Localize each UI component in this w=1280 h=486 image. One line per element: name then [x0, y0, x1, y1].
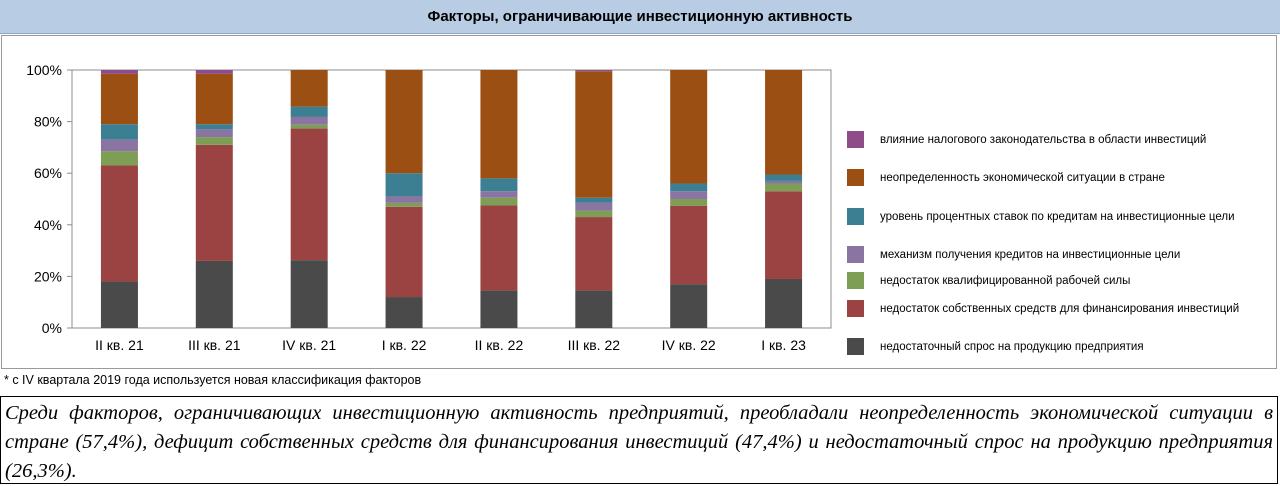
bar-segment — [575, 197, 613, 203]
legend-label: недостаток квалифицированной рабочей сил… — [880, 274, 1131, 287]
x-tick-label: III кв. 21 — [188, 337, 241, 353]
x-tick-label: II кв. 22 — [475, 337, 524, 353]
legend-swatch — [847, 272, 864, 289]
y-tick-label: 40% — [34, 217, 62, 233]
bar-segment — [385, 70, 423, 174]
bar-segment — [195, 129, 233, 138]
chart-area: 0% 20% 40% 60% 80% 100% II кв. 21 III кв. 21 IV … — [1, 35, 1277, 369]
bar-segment — [100, 139, 138, 152]
bar-segment — [290, 116, 328, 125]
legend-swatch — [847, 208, 864, 225]
bar-segment — [385, 206, 423, 298]
legend-item: недостаток собственных средств для финан… — [847, 300, 1250, 317]
bar-segment — [385, 173, 423, 197]
bar-segment — [765, 183, 803, 192]
plot-frame — [71, 69, 832, 329]
summary-text: Среди факторов, ограничивающих инвестици… — [0, 396, 1278, 484]
bar-segment — [290, 70, 328, 107]
bar-segment — [290, 124, 328, 129]
legend-item: неопределенность экономической ситуации … — [847, 169, 1250, 186]
bar-segment — [575, 217, 613, 291]
bar-segment — [100, 73, 138, 125]
bar-segment — [575, 70, 613, 72]
x-tick-label: I кв. 23 — [761, 337, 806, 353]
bar-segment — [290, 128, 328, 261]
bar-segment — [100, 151, 138, 166]
bar-segment — [575, 290, 613, 328]
bar-segment — [480, 70, 518, 179]
bar-segment — [670, 183, 708, 192]
y-tick-label: 80% — [34, 114, 62, 130]
bar-segment — [765, 180, 803, 184]
y-tick-label: 0% — [42, 320, 62, 336]
bar-segment — [100, 70, 138, 74]
y-tick-label: 20% — [34, 268, 62, 284]
legend-item: недостаток квалифицированной рабочей сил… — [847, 272, 1250, 289]
x-tick-label: IV кв. 21 — [282, 337, 336, 353]
bar-segment — [100, 165, 138, 282]
legend-item: механизм получения кредитов на инвестици… — [847, 246, 1250, 263]
legend-swatch — [847, 131, 864, 148]
bar-segment — [195, 260, 233, 328]
stacked-bar-chart: 0% 20% 40% 60% 80% 100% II кв. 21 III кв. 21 IV … — [26, 62, 832, 353]
legend-label: недостаток собственных средств для финан… — [880, 302, 1240, 315]
bar-segment — [670, 191, 708, 199]
bar-segment — [385, 202, 423, 207]
bar-segment — [480, 290, 518, 328]
legend-swatch — [847, 338, 864, 355]
bar-segment — [195, 124, 233, 130]
footnote: * с IV квартала 2019 года используется н… — [4, 373, 422, 387]
bar-segment — [100, 124, 138, 140]
bar-segment — [195, 144, 233, 261]
legend-item: влияние налогового законодательства в об… — [847, 131, 1250, 148]
bar-segment — [480, 178, 518, 192]
bar-segment — [385, 196, 423, 203]
bar-segment — [670, 205, 708, 285]
y-tick-label: 60% — [34, 165, 62, 181]
legend-label: неопределенность экономической ситуации … — [880, 171, 1165, 184]
bar-segment — [480, 191, 518, 198]
bar-segment — [765, 278, 803, 328]
bar-segment — [385, 297, 423, 328]
bar-segment — [575, 210, 613, 218]
bar-segment — [195, 137, 233, 145]
legend-item: уровень процентных ставок по кредитам на… — [847, 208, 1250, 225]
bar-segment — [195, 73, 233, 125]
chart-title: Факторы, ограничивающие инвестиционную а… — [0, 0, 1280, 34]
bar-segment — [765, 191, 803, 279]
x-tick-label: I кв. 22 — [382, 337, 427, 353]
bar-segment — [765, 70, 803, 175]
legend-swatch — [847, 246, 864, 263]
legend-item: недостаточный спрос на продукцию предпри… — [847, 338, 1250, 355]
bar-segment — [480, 205, 518, 291]
legend-label: влияние налогового законодательства в об… — [880, 133, 1207, 146]
bar-segment — [670, 199, 708, 206]
bar-segment — [670, 284, 708, 328]
x-tick-label: III кв. 22 — [568, 337, 621, 353]
bar-segment — [575, 71, 613, 198]
bar-segment — [575, 202, 613, 211]
legend-label: механизм получения кредитов на инвестици… — [880, 248, 1181, 261]
legend-swatch — [847, 169, 864, 186]
bar-segment — [480, 197, 518, 206]
legend-swatch — [847, 300, 864, 317]
y-tick-label: 100% — [26, 62, 62, 78]
legend-label: недостаточный спрос на продукцию предпри… — [880, 340, 1144, 353]
bar-segment — [670, 70, 708, 184]
bar-segment — [290, 260, 328, 328]
x-tick-label: II кв. 21 — [95, 337, 144, 353]
x-tick-label: IV кв. 22 — [662, 337, 716, 353]
bar-segment — [195, 70, 233, 74]
legend-label: уровень процентных ставок по кредитам на… — [880, 210, 1235, 223]
bar-segment — [290, 106, 328, 117]
bar-segment — [100, 281, 138, 328]
bar-segment — [765, 174, 803, 181]
